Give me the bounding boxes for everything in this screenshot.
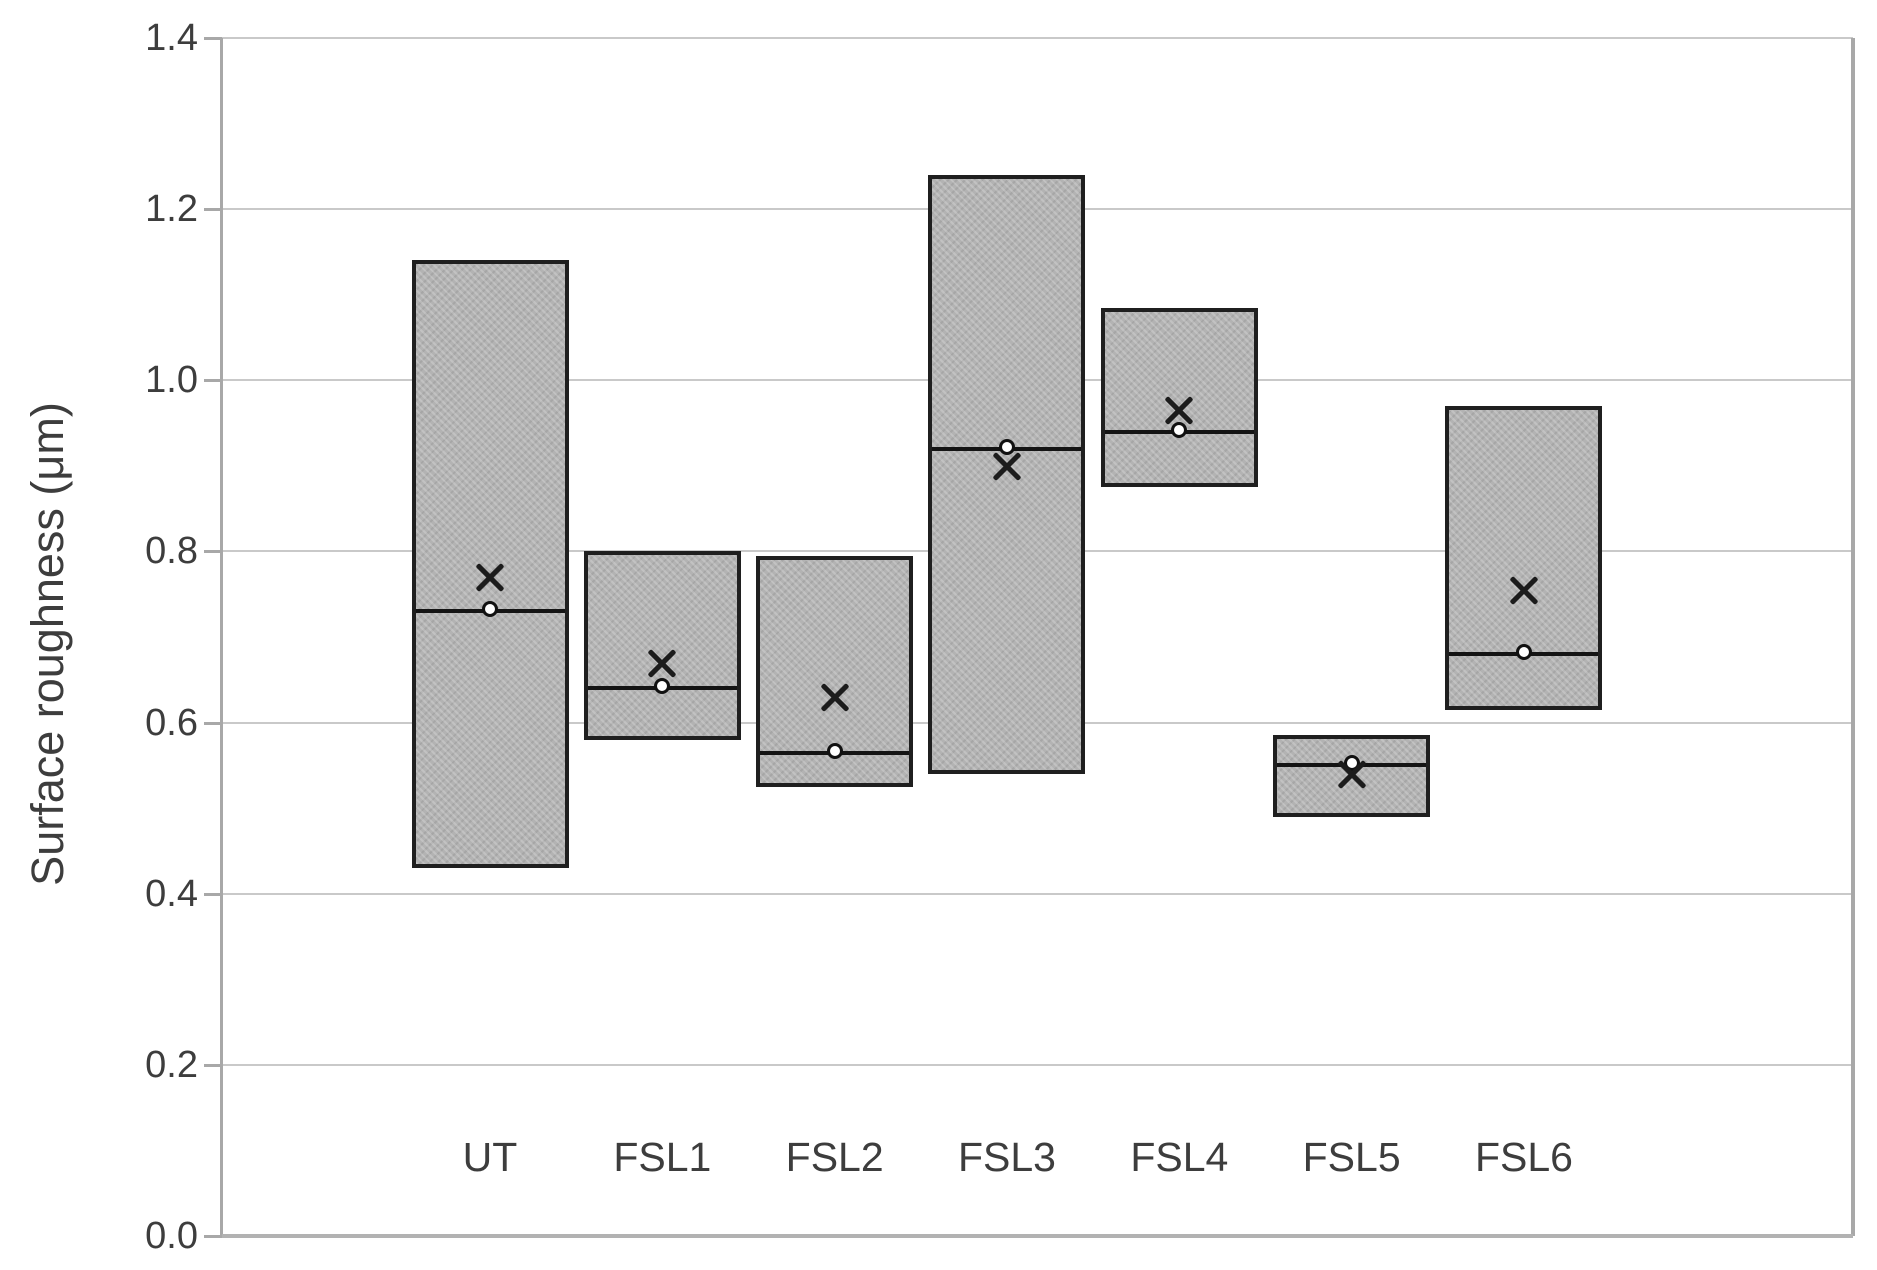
y-tick-label: 1.2 xyxy=(145,188,198,231)
y-tick-mark xyxy=(204,37,222,40)
y-tick-mark xyxy=(204,1063,222,1067)
category-label-FSL1: FSL1 xyxy=(613,1134,712,1180)
box-FSL1 xyxy=(583,551,741,740)
y-axis-title-wrap: Surface roughness (μm) xyxy=(18,344,78,944)
mean-x-marker-FSL1 xyxy=(645,646,679,680)
gridline xyxy=(222,892,1853,895)
y-tick-label: 0.6 xyxy=(145,701,198,744)
median-circle-FSL1 xyxy=(654,678,671,695)
y-axis-line xyxy=(220,38,223,1236)
y-tick-mark xyxy=(204,721,222,725)
gridline xyxy=(222,1063,1853,1066)
mean-x-marker-FSL3 xyxy=(990,449,1024,483)
y-tick-label: 0.4 xyxy=(145,872,198,915)
y-tick-mark xyxy=(204,208,222,212)
median-circle-UT xyxy=(482,601,498,618)
y-tick-label: 1.4 xyxy=(145,17,198,59)
y-tick-label: 0.2 xyxy=(145,1043,198,1086)
y-tick-mark xyxy=(204,1235,222,1238)
category-label-FSL6: FSL6 xyxy=(1474,1134,1573,1180)
median-circle-FSL4 xyxy=(1171,421,1188,438)
mean-x-marker-FSL2 xyxy=(818,680,852,714)
y-axis-title: Surface roughness (μm) xyxy=(22,402,73,886)
median-circle-FSL6 xyxy=(1515,644,1532,661)
y-tick-mark xyxy=(204,892,222,896)
gridline xyxy=(222,37,1853,39)
category-label-FSL5: FSL5 xyxy=(1302,1134,1401,1180)
plot-right-border xyxy=(1851,38,1855,1236)
median-circle-FSL3 xyxy=(998,438,1015,455)
category-label-UT: UT xyxy=(462,1134,518,1180)
category-label-FSL4: FSL4 xyxy=(1130,1134,1229,1180)
y-tick-mark xyxy=(204,550,222,554)
mean-x-marker-FSL6 xyxy=(1507,573,1541,607)
mean-x-marker-FSL5 xyxy=(1335,757,1369,791)
y-tick-mark xyxy=(204,379,222,383)
mean-x-marker-FSL4 xyxy=(1162,393,1196,427)
box-UT xyxy=(411,260,569,869)
box-FSL6 xyxy=(1445,405,1603,710)
y-tick-label: 0.0 xyxy=(145,1215,198,1257)
y-tick-label: 0.8 xyxy=(145,530,198,573)
box-FSL3 xyxy=(928,174,1086,774)
median-circle-FSL2 xyxy=(826,742,843,759)
x-axis-line xyxy=(222,1234,1853,1238)
category-label-FSL3: FSL3 xyxy=(957,1134,1056,1180)
category-label-FSL2: FSL2 xyxy=(785,1134,884,1180)
box-FSL4 xyxy=(1100,307,1258,488)
mean-x-marker-UT xyxy=(473,560,507,594)
y-tick-label: 1.0 xyxy=(145,359,198,402)
